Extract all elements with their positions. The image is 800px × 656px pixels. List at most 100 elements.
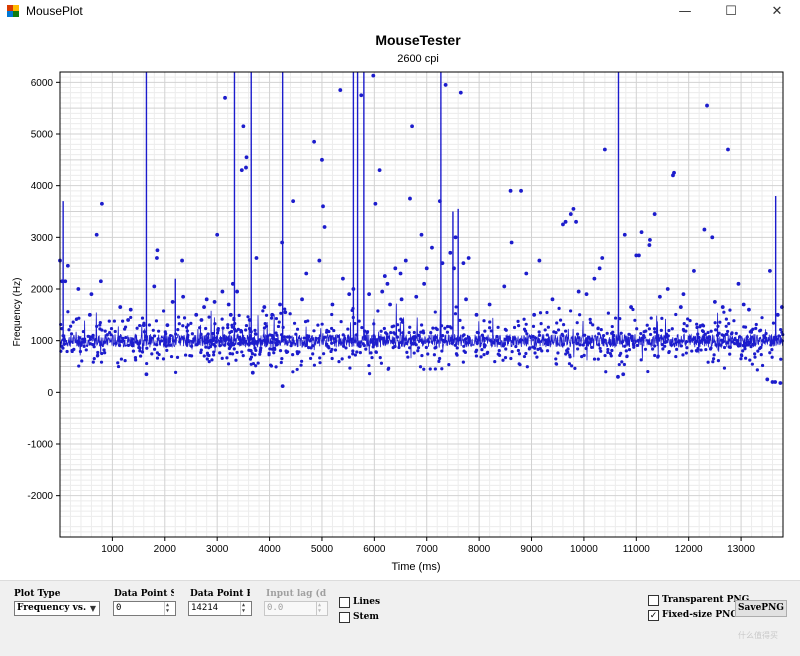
spin-arrows-icon[interactable]: ▲ ▼: [316, 602, 327, 615]
data-point: [653, 344, 657, 348]
data-point: [379, 361, 384, 365]
close-button[interactable]: ✕: [771, 3, 783, 19]
x-tick-label: 13000: [727, 544, 755, 555]
data-point: [393, 266, 398, 271]
fixed-size-png-checkbox[interactable]: ✓: [648, 610, 659, 621]
data-point: [711, 357, 716, 361]
data-point: [701, 335, 706, 339]
data-point: [144, 372, 149, 377]
data-point: [489, 339, 493, 343]
transparent-png-checkbox[interactable]: [648, 595, 659, 606]
data-point: [496, 325, 500, 329]
data-point: [169, 354, 174, 359]
data-point: [230, 281, 235, 286]
data-point: [342, 344, 346, 348]
data-point: [279, 311, 283, 315]
data-point: [152, 284, 157, 289]
data-point: [554, 357, 558, 361]
minimize-button[interactable]: —: [678, 3, 692, 19]
data-point: [129, 315, 133, 320]
data-point: [168, 336, 172, 341]
data-point: [77, 364, 81, 368]
data-point-start-input[interactable]: 0 ▲ ▼: [113, 601, 176, 616]
data-point: [695, 322, 699, 326]
data-point: [211, 331, 215, 336]
data-point-end-input[interactable]: 14214 ▲ ▼: [188, 601, 252, 616]
data-point: [270, 347, 274, 351]
chart-subtitle: 2600 cpi: [397, 53, 439, 65]
data-point: [544, 338, 548, 342]
data-point: [695, 349, 699, 353]
data-point: [102, 348, 106, 352]
data-point: [517, 352, 522, 356]
data-point: [62, 342, 66, 346]
data-point: [713, 321, 717, 325]
data-point: [711, 360, 715, 364]
data-point: [244, 155, 249, 160]
data-point: [538, 311, 543, 315]
data-point: [770, 355, 774, 359]
data-point: [597, 266, 602, 271]
data-point: [646, 339, 650, 343]
data-point: [346, 339, 350, 343]
data-point: [75, 340, 79, 344]
data-point: [721, 339, 726, 344]
data-point: [453, 343, 457, 347]
data-point: [576, 347, 580, 351]
data-point: [207, 315, 211, 319]
spin-arrows-icon[interactable]: ▲ ▼: [240, 602, 251, 615]
stem-checkbox[interactable]: [339, 612, 350, 623]
x-tick-label: 4000: [258, 544, 281, 555]
data-point: [189, 354, 194, 358]
data-point: [537, 258, 542, 263]
data-point: [491, 341, 496, 345]
data-point: [362, 343, 366, 348]
data-point: [103, 351, 107, 355]
input-lag-input[interactable]: 0.0 ▲ ▼: [264, 601, 328, 616]
save-png-button[interactable]: SavePNG: [735, 600, 787, 617]
data-point: [386, 335, 391, 339]
maximize-button[interactable]: ☐: [725, 3, 737, 19]
data-point: [517, 362, 521, 366]
spin-arrows-icon[interactable]: ▲ ▼: [164, 602, 175, 615]
data-point: [506, 336, 510, 340]
data-point: [286, 350, 290, 354]
data-point: [464, 297, 468, 302]
data-point: [147, 323, 152, 327]
data-point: [603, 338, 607, 342]
data-point: [531, 345, 535, 349]
data-point: [205, 351, 210, 355]
data-point: [482, 353, 486, 357]
data-point: [504, 347, 508, 351]
data-point: [722, 310, 726, 314]
plot-type-select[interactable]: Frequency vs. Ti ▼: [14, 601, 100, 616]
frequency-chart[interactable]: MouseTester 2600 cpi Time (ms) Frequency…: [0, 22, 800, 580]
data-point: [157, 329, 161, 333]
data-point: [685, 324, 689, 328]
data-point: [597, 343, 601, 347]
data-point: [728, 308, 732, 312]
data-point: [524, 351, 528, 356]
y-axis-label: Frequency (Hz): [12, 278, 23, 347]
lines-checkbox[interactable]: [339, 597, 350, 608]
data-point: [155, 343, 159, 347]
data-point: [606, 350, 610, 354]
data-point: [374, 338, 379, 342]
data-point: [670, 327, 674, 331]
data-point: [138, 349, 142, 353]
data-point: [652, 212, 657, 216]
data-point: [733, 341, 737, 346]
data-point: [503, 356, 508, 360]
data-point: [760, 363, 765, 368]
data-point: [165, 323, 170, 328]
data-point: [355, 350, 359, 354]
data-point: [365, 331, 369, 335]
data-point: [262, 305, 267, 309]
data-point: [537, 330, 541, 334]
data-point: [388, 302, 392, 307]
data-point: [371, 73, 376, 78]
data-point: [466, 341, 471, 345]
data-point: [275, 343, 279, 347]
data-point: [652, 327, 657, 331]
data-point: [556, 351, 560, 355]
